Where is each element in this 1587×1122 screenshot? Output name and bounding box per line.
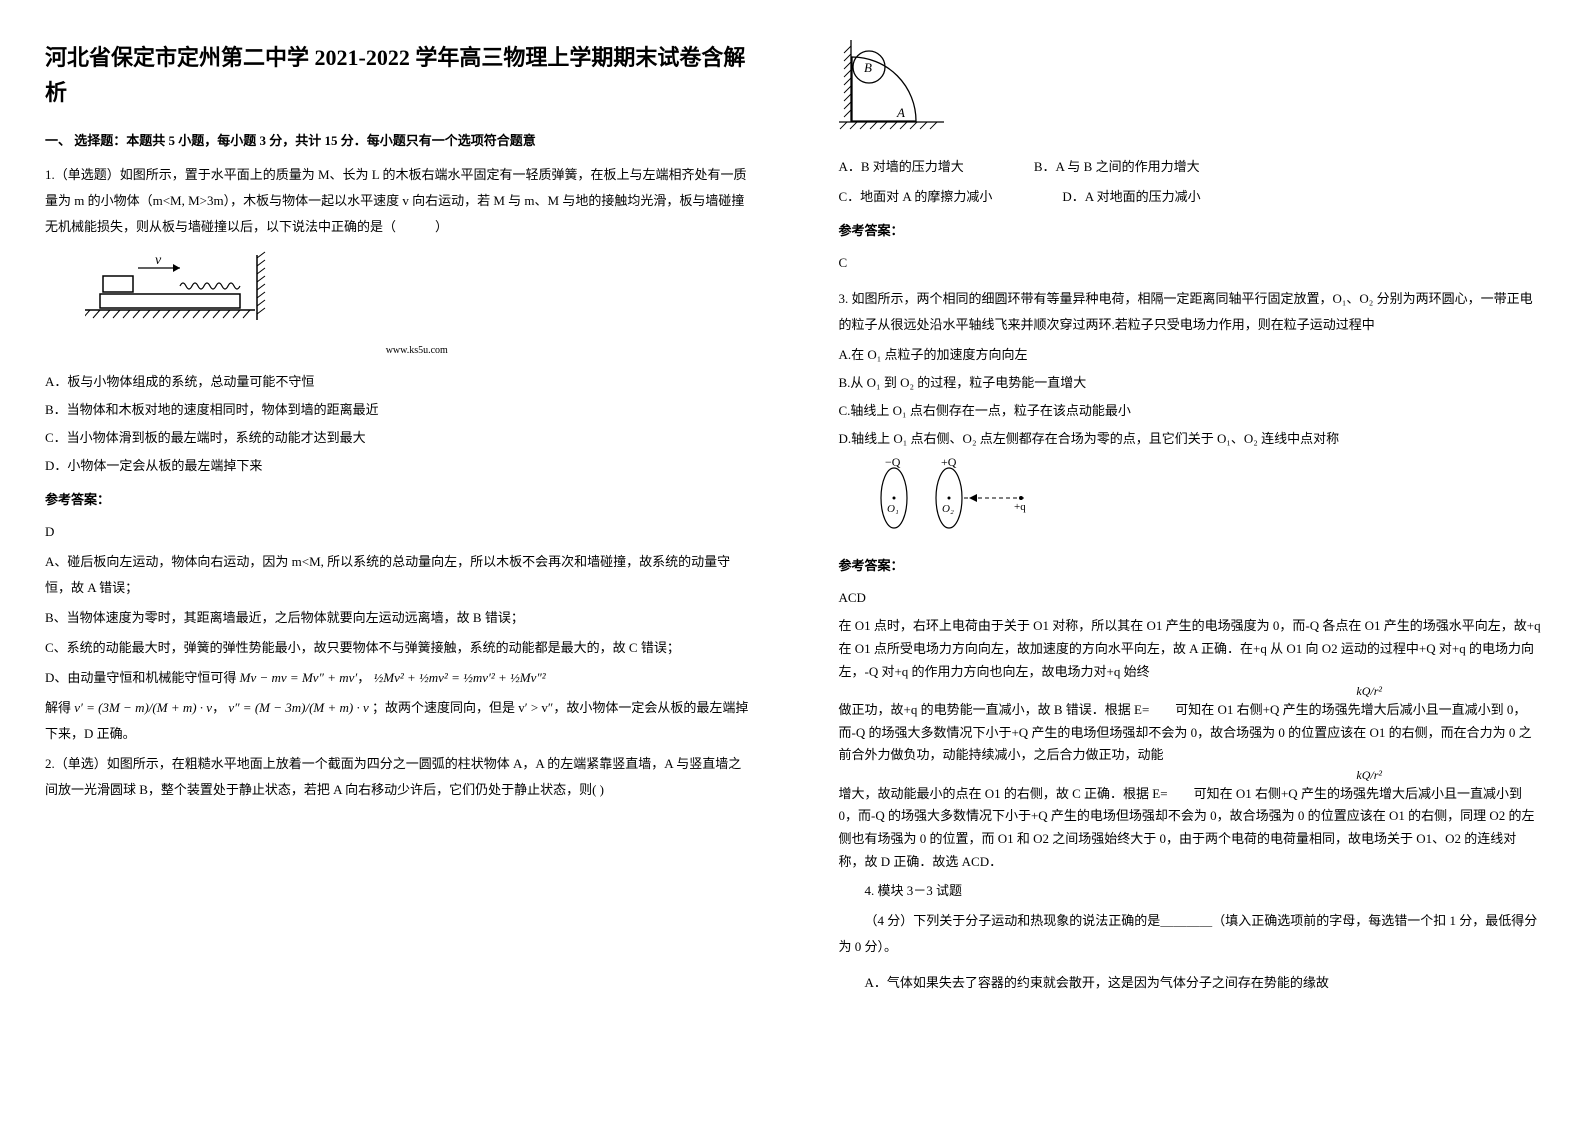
q3-opt-d: D.轴线上 O₁ 点右侧、O₂ 点左侧都存在合场为零的点，且它们关于 O₁、O₂…: [839, 426, 1543, 452]
q2-opt-a: A．B 对墙的压力增大: [839, 154, 964, 180]
q1-figure: v: [85, 250, 749, 337]
q1-ans-label: 参考答案：: [45, 487, 749, 513]
q1-opt-c: C．当小物体滑到板的最左端时，系统的动能才达到最大: [45, 425, 749, 451]
q1-exp-d-pre: D、由动量守恒和机械能守恒可得: [45, 670, 236, 685]
q2-ans-label: 参考答案：: [839, 218, 1543, 244]
q3-ans-label: 参考答案：: [839, 553, 1543, 579]
q1-stem: 1.（单选题）如图所示，置于水平面上的质量为 M、长为 L 的木板右端水平固定有…: [45, 162, 749, 240]
left-column: 河北省保定市定州第二中学 2021-2022 学年高三物理上学期期末试卷含解析 …: [0, 0, 794, 1122]
q2-opt-d: D．A 对地面的压力减小: [1062, 184, 1200, 210]
doc-title: 河北省保定市定州第二中学 2021-2022 学年高三物理上学期期末试卷含解析: [45, 40, 749, 110]
q4-opt-a: A．气体如果失去了容器的约束就会散开，这是因为气体分子之间存在势能的缘故: [839, 970, 1543, 996]
svg-text:A: A: [896, 105, 905, 120]
svg-text:−Q: −Q: [885, 458, 901, 469]
svg-text:O₁: O₁: [887, 503, 899, 515]
q1-v2: v″ = (M − 3m)/(M + m) · v: [228, 700, 368, 715]
right-column: B A A．B 对墙的压力增大 B．A 与 B 之间的作用力增大 C．地面对 A…: [794, 0, 1587, 1122]
svg-text:v: v: [155, 253, 162, 268]
q2-figure: B A: [839, 40, 1543, 144]
q1-exp-d-line2: 解得 v′ = (3M − m)/(M + m) · v， v″ = (M − …: [45, 695, 749, 747]
q3-formula2: kQ/r²: [1356, 768, 1382, 782]
q1-exp-c: C、系统的动能最大时，弹簧的弹性势能最小，故只要物体不与弹簧接触，系统的动能都是…: [45, 635, 749, 661]
q1-eq2: ½Mv² + ½mv² = ½mv′² + ½Mv″²: [374, 670, 546, 685]
q3-figure: −Q +Q O₁ O₂ +q: [849, 458, 1543, 545]
q3-explain-block: 在 O1 点时，右环上电荷由于关于 O1 对称，所以其在 O1 产生的电场强度为…: [839, 615, 1543, 874]
q4-stem: （4 分）下列关于分子运动和热现象的说法正确的是＿＿＿＿（填入正确选项前的字母，…: [839, 908, 1543, 960]
q2-stem: 2.（单选）如图所示，在粗糙水平地面上放着一个截面为四分之一圆弧的柱状物体 A，…: [45, 751, 749, 803]
q3-exp3: 增大，故动能最小的点在 O1 的右侧，故 C 正确．根据 E= 可知在 O1 右…: [839, 786, 1535, 869]
svg-text:+q: +q: [1014, 501, 1026, 513]
q1-solve-pre: 解得: [45, 700, 71, 715]
q1-exp-d-line1: D、由动量守恒和机械能守恒可得 Mv − mv = Mv″ + mv′， ½Mv…: [45, 665, 749, 691]
img-source-label: www.ks5u.com: [85, 341, 749, 361]
q3-opt-c: C.轴线上 O₁ 点右侧存在一点，粒子在该点动能最小: [839, 398, 1543, 424]
svg-text:B: B: [864, 60, 872, 75]
q3-exp2: 做正功，故+q 的电势能一直减小，故 B 错误．根据 E= 可知在 O1 右侧+…: [839, 702, 1532, 763]
svg-text:+Q: +Q: [941, 458, 957, 469]
q3-opt-a: A.在 O₁ 点粒子的加速度方向向左: [839, 342, 1543, 368]
section-1-head: 一、 选择题：本题共 5 小题，每小题 3 分，共计 15 分．每小题只有一个选…: [45, 128, 749, 154]
q1-opt-a: A．板与小物体组成的系统，总动量可能不守恒: [45, 369, 749, 395]
q1-ans: D: [45, 519, 749, 545]
q2-opts-row2: C．地面对 A 的摩擦力减小 D．A 对地面的压力减小: [839, 184, 1543, 210]
q2-opts-row1: A．B 对墙的压力增大 B．A 与 B 之间的作用力增大: [839, 154, 1543, 180]
q1-exp-a: A、碰后板向左运动，物体向右运动，因为 m<M, 所以系统的总动量向左，所以木板…: [45, 549, 749, 601]
q3-exp1: 在 O1 点时，右环上电荷由于关于 O1 对称，所以其在 O1 产生的电场强度为…: [839, 618, 1541, 679]
q1-opt-b: B．当物体和木板对地的速度相同时，物体到墙的距离最近: [45, 397, 749, 423]
q3-stem: 3. 如图所示，两个相同的细圆环带有等量异种电荷，相隔一定距离同轴平行固定放置，…: [839, 286, 1543, 338]
q2-opt-b: B．A 与 B 之间的作用力增大: [1034, 154, 1200, 180]
q3-ans: ACD: [839, 585, 1543, 611]
q1-exp-b: B、当物体速度为零时，其距离墙最近，之后物体就要向左运动远离墙，故 B 错误；: [45, 605, 749, 631]
q1-opt-d: D．小物体一定会从板的最左端掉下来: [45, 453, 749, 479]
q2-ans: C: [839, 250, 1543, 276]
q3-opt-b: B.从 O₁ 到 O₂ 的过程，粒子电势能一直增大: [839, 370, 1543, 396]
q1-eq1: Mv − mv = Mv″ + mv′: [240, 670, 358, 685]
q3-formula1: kQ/r²: [1356, 684, 1382, 698]
q4-head: 4. 模块 3－3 试题: [839, 878, 1543, 904]
svg-text:O₂: O₂: [942, 503, 954, 515]
q2-opt-c: C．地面对 A 的摩擦力减小: [839, 184, 993, 210]
q1-v1: v′ = (3M − m)/(M + m) · v: [74, 700, 212, 715]
